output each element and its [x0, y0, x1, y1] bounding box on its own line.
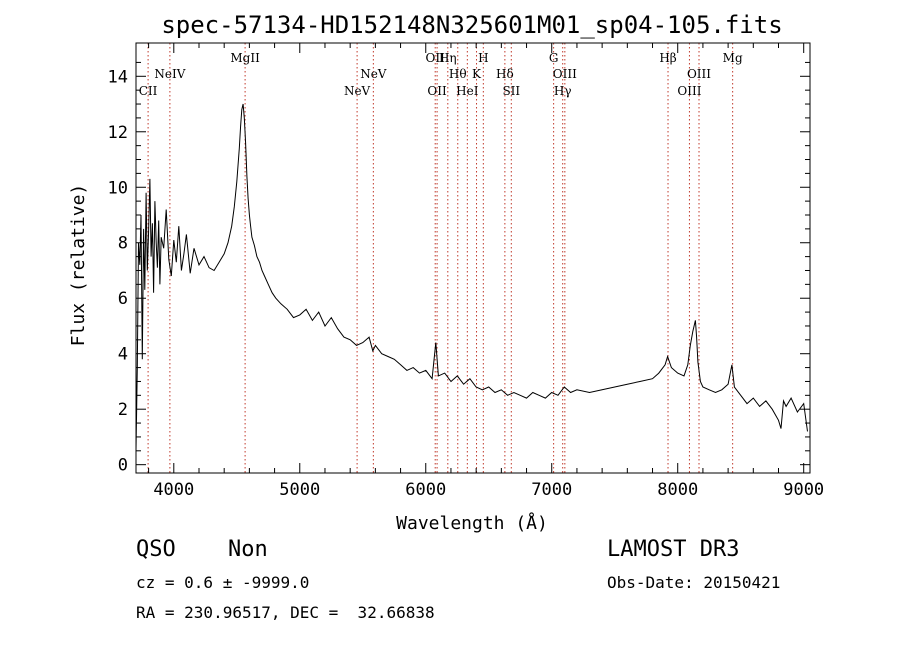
x-tick-label: 9000: [783, 480, 824, 500]
emission-line-label: Hβ: [659, 51, 676, 65]
y-tick-label: 14: [108, 67, 128, 87]
emission-line-label: K: [472, 67, 482, 81]
emission-line-label: HeI: [456, 84, 479, 98]
emission-line-label: CII: [139, 84, 158, 98]
emission-line-label: NeV: [360, 67, 387, 81]
emission-line-label: G: [549, 51, 559, 65]
emission-line-label: H: [478, 51, 488, 65]
spectrum-chart: spec-57134-HD152148N325601M01_sp04-105.f…: [68, 11, 824, 534]
emission-line-label: Hη: [439, 51, 457, 65]
emission-line-label: Hδ: [496, 67, 514, 81]
emission-line-label: SII: [502, 84, 520, 98]
x-tick-label: 7000: [531, 480, 572, 500]
object-class: QSO: [136, 537, 176, 562]
x-tick-label: 8000: [657, 480, 698, 500]
emission-line-label: Hθ: [449, 67, 467, 81]
y-axis-label: Flux (relative): [68, 184, 89, 347]
survey-name: LAMOST DR3: [607, 537, 740, 562]
emission-line-label: Mg: [723, 51, 743, 65]
emission-line-label: Hγ: [554, 84, 572, 98]
emission-line-label: MgII: [230, 51, 260, 65]
x-tick-label: 5000: [279, 480, 320, 500]
x-axis-label: Wavelength (Å): [396, 512, 548, 534]
coordinates-readout: RA = 230.96517, DEC = 32.66838: [136, 603, 435, 622]
emission-line-label: OII: [427, 84, 447, 98]
emission-line-markers: [147, 43, 734, 473]
y-tick-label: 0: [118, 456, 128, 476]
x-tick-label: 6000: [405, 480, 446, 500]
redshift-readout: cz = 0.6 ± -9999.0: [136, 573, 310, 592]
x-tick-label: 4000: [153, 480, 194, 500]
spectrum-series-line: [135, 103, 808, 451]
y-tick-label: 6: [118, 289, 128, 309]
emission-line-label: OIII: [553, 67, 577, 81]
chart-title: spec-57134-HD152148N325601M01_sp04-105.f…: [161, 11, 782, 39]
axis-ticks: 4000 5000 6000 7000 8000 9000 0 2 4 6 8 10 12 14: [108, 43, 824, 500]
plot-frame: [135, 42, 811, 474]
y-tick-label: 4: [118, 345, 128, 365]
y-tick-label: 12: [108, 123, 128, 143]
emission-line-label: OIII: [687, 67, 711, 81]
emission-line-label: OIII: [677, 84, 701, 98]
emission-line-label: NeV: [344, 84, 371, 98]
emission-line-label: OII: [426, 51, 446, 65]
y-tick-label: 10: [108, 178, 128, 198]
y-tick-label: 2: [118, 400, 128, 420]
emission-line-labels: CIINeIVMgIINeVNeVOIIOIIHηHθHeIKHHδSIIGHγ…: [139, 51, 743, 98]
y-tick-label: 8: [118, 234, 128, 254]
object-subclass: Non: [228, 537, 268, 562]
obs-date: Obs-Date: 20150421: [607, 573, 781, 592]
emission-line-label: NeIV: [154, 67, 185, 81]
